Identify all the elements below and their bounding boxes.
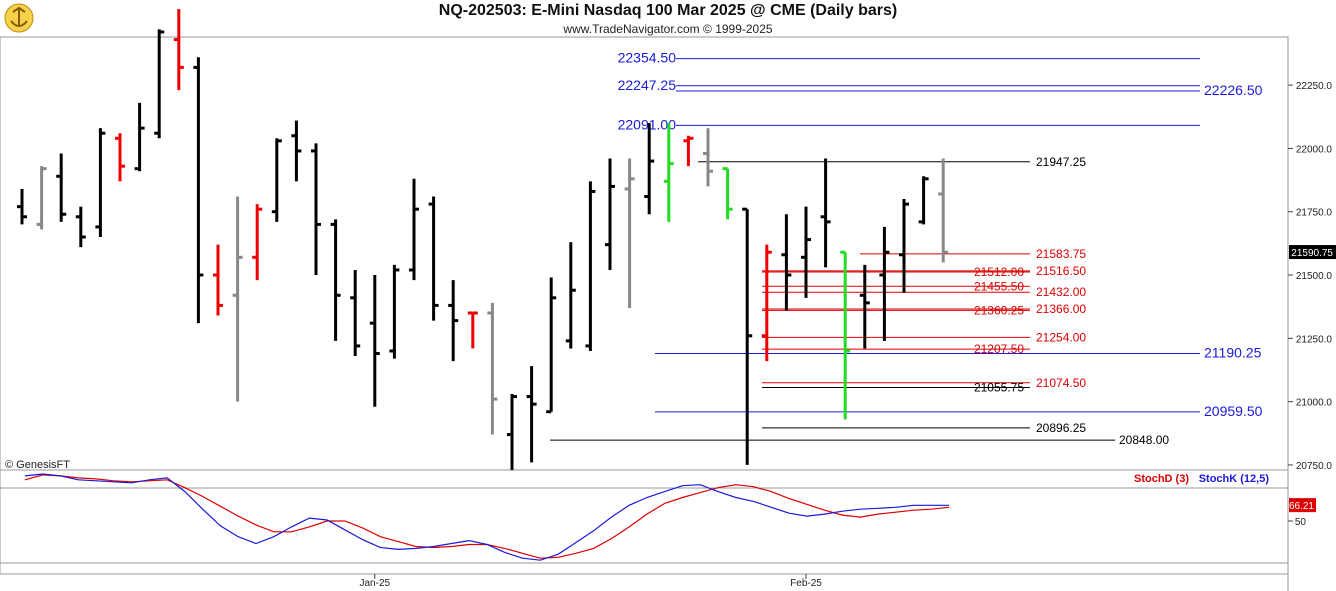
level-label: 21074.50	[1036, 376, 1086, 390]
stochastic-panel: 50 66.21	[24, 473, 1316, 561]
stoch-d-legend: StochD (3)	[1134, 473, 1189, 485]
ohlc-bar	[154, 29, 165, 139]
ohlc-bar	[193, 57, 204, 324]
ohlc-bar	[173, 9, 184, 91]
ohlc-bar	[918, 176, 929, 225]
ohlc-bar	[134, 102, 145, 172]
level-label: 21583.75	[1036, 247, 1086, 261]
level-label: 21360.25	[974, 303, 1024, 317]
ohlc-bar	[722, 167, 733, 220]
y-tick-label: 22250.0	[1296, 81, 1333, 92]
ohlc-bar	[585, 181, 596, 351]
x-tick-label: Feb-25	[790, 578, 822, 589]
chart-header: NQ-202503: E-Mini Nasdaq 100 Mar 2025 @ …	[0, 0, 1336, 37]
stoch-k-legend: StochK (12,5)	[1199, 473, 1270, 485]
ohlc-bar	[487, 302, 498, 435]
ohlc-bar	[624, 158, 635, 308]
y-tick-label: 21750.0	[1296, 208, 1333, 219]
ohlc-bar	[761, 244, 772, 362]
y-tick-label: 20750.0	[1296, 461, 1333, 472]
level-label: 21947.25	[1036, 155, 1086, 169]
ohlc-bar	[526, 366, 537, 463]
level-label: 22247.25	[618, 77, 677, 93]
y-tick-label: 21000.0	[1296, 398, 1333, 409]
stoch-plot-area[interactable]	[0, 469, 1289, 575]
level-label: 21207.50	[974, 342, 1024, 356]
ohlc-bar	[409, 178, 419, 281]
ohlc-bar	[781, 214, 792, 311]
ohlc-bar	[232, 196, 243, 402]
ohlc-bar	[448, 280, 459, 362]
level-label: 22091.00	[618, 116, 677, 132]
ohlc-bar	[330, 219, 341, 341]
level-label: 21254.00	[1036, 330, 1086, 344]
ohlc-bar	[311, 143, 321, 276]
anchor-trident-logo-icon	[4, 3, 34, 33]
level-label: 22226.50	[1204, 82, 1263, 98]
ohlc-bar	[17, 188, 27, 225]
chart-subtitle: www.TradeNavigator.com © 1999-2025	[563, 22, 773, 36]
stoch-y-tick-label: 50	[1295, 517, 1307, 528]
stoch-value-tag	[1289, 498, 1316, 513]
level-label: 21516.50	[1036, 264, 1086, 278]
x-tick-label: Jan-25	[360, 578, 391, 589]
level-label: 20959.50	[1204, 403, 1263, 419]
ohlc-bar	[644, 123, 655, 215]
last-price-label: 21590.75	[1291, 248, 1333, 259]
ohlc-bar	[115, 133, 125, 182]
ohlc-bar	[820, 158, 831, 268]
ohlc-bar	[663, 123, 674, 222]
main-plot-area[interactable]	[0, 36, 1289, 471]
price-y-axis: 22250.0 22000.0 21750.0 21500.0 21250.0 21000…	[1288, 81, 1336, 472]
ohlc-bar	[859, 264, 870, 349]
ohlc-bar	[389, 264, 400, 359]
ohlc-bar	[428, 196, 439, 321]
support-resistance-levels: 22354.50 22247.25 22226.50 22091.00 21947.25…	[550, 50, 1263, 447]
ohlc-bar	[742, 207, 753, 465]
ohlc-bar	[938, 158, 949, 263]
ohlc-bar	[605, 158, 615, 270]
stoch-value-label: 66.21	[1289, 501, 1314, 512]
ohlc-bar	[369, 275, 380, 407]
y-tick-label: 21500.0	[1296, 271, 1333, 282]
level-label: 20848.00	[1119, 433, 1169, 447]
ohlc-bar	[546, 277, 557, 414]
level-label: 21055.75	[974, 381, 1024, 395]
last-price-tag	[1289, 245, 1336, 260]
ohlc-bar	[271, 138, 282, 222]
ohlc-bar	[899, 199, 909, 293]
ohlc-bar	[507, 394, 517, 470]
date-x-axis: Jan-25 Feb-25	[360, 574, 822, 589]
ohlc-bar	[350, 269, 361, 357]
ohlc-bar	[703, 128, 713, 187]
level-label: 22354.50	[618, 50, 677, 66]
y-tick-label: 22000.0	[1296, 144, 1333, 155]
ohlc-bar	[252, 204, 263, 281]
stoch-line	[24, 473, 949, 561]
level-label: 21432.00	[1036, 285, 1086, 299]
y-tick-label: 21250.0	[1296, 334, 1333, 345]
ohlc-bar	[75, 206, 86, 248]
ohlc-bar	[56, 153, 67, 222]
ohlc-bar	[95, 128, 106, 238]
ohlc-bars	[17, 9, 949, 470]
ohlc-bar	[291, 120, 302, 182]
level-label: 20896.25	[1036, 421, 1086, 435]
copyright-label: © GenesisFT	[5, 459, 70, 471]
chart-title: NQ-202503: E-Mini Nasdaq 100 Mar 2025 @ …	[438, 2, 898, 19]
ohlc-bar	[36, 166, 47, 230]
ohlc-bar	[565, 242, 576, 349]
ohlc-bar	[683, 135, 694, 167]
level-label: 21366.00	[1036, 302, 1086, 316]
level-label: 21455.50	[974, 279, 1024, 293]
ohlc-bar	[467, 311, 478, 349]
ohlc-bar	[801, 206, 811, 298]
ohlc-bar	[879, 226, 890, 341]
level-label: 21190.25	[1204, 344, 1262, 360]
ohlc-bar	[840, 250, 851, 420]
ohlc-bar	[213, 244, 223, 316]
level-label: 21512.00	[974, 265, 1024, 279]
